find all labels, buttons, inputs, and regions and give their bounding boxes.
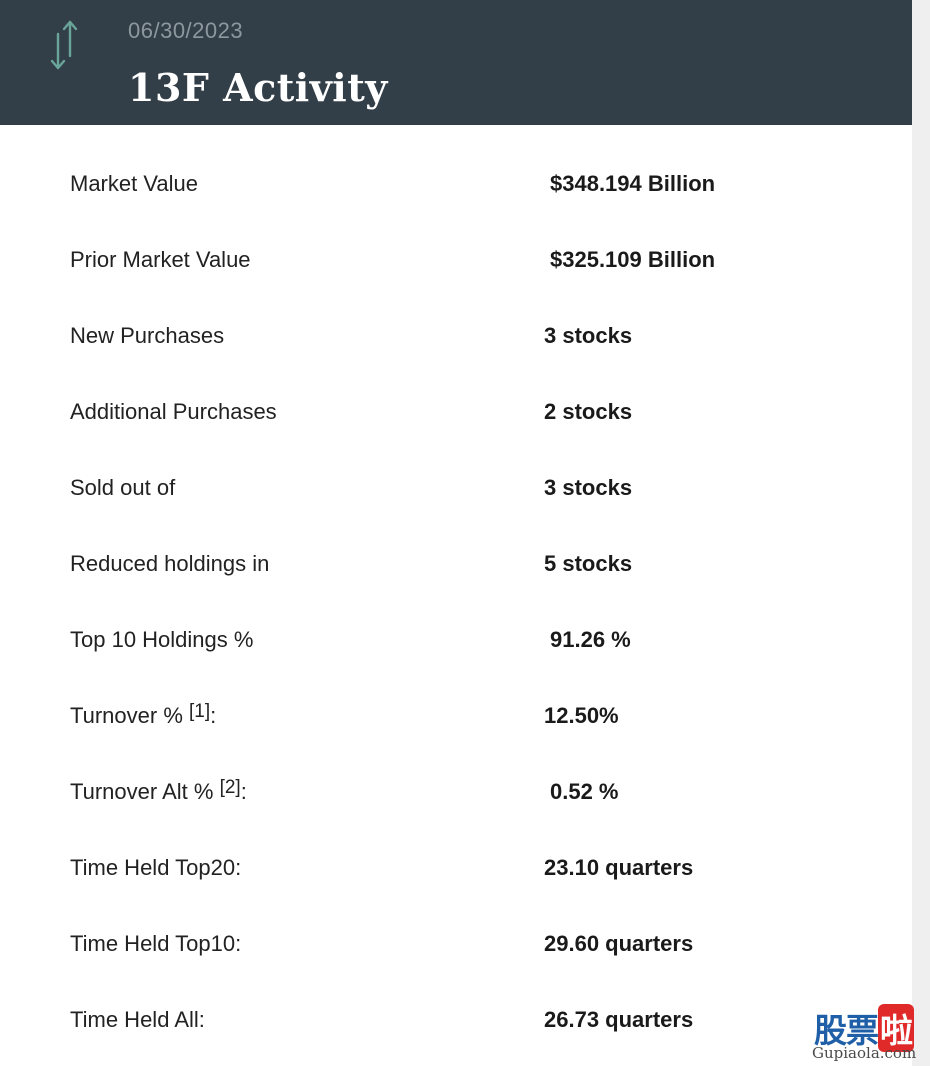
row-time-held-all: Time Held All: 26.73 quarters [0,983,912,1059]
footnote-link-2[interactable]: [2] [219,777,241,798]
row-label: Turnover % [1]: [70,701,217,729]
watermark-chars-red: 啦 [878,1004,914,1052]
row-label: Prior Market Value [70,247,251,272]
row-value: 5 stocks [544,551,633,576]
row-value: $325.109 Billion [550,247,716,272]
row-turnover-alt: Turnover Alt % [2]: 0.52 % [0,755,912,831]
report-date: 06/30/2023 [128,18,244,43]
watermark-logo: 股票啦 Gupiaola.com [812,1004,930,1066]
row-label: Sold out of [70,475,176,500]
row-value: 3 stocks [544,475,633,500]
row-label: Reduced holdings in [70,551,270,576]
row-additional-purchases: Additional Purchases 2 stocks [0,375,912,451]
row-value: 0.52 % [550,779,619,804]
scrollbar-track[interactable] [912,0,930,1066]
row-label: Top 10 Holdings % [70,627,254,652]
watermark-chars: 股票啦 [814,1004,914,1052]
row-value: 26.73 quarters [544,1007,694,1032]
row-label: Additional Purchases [70,399,277,424]
row-value: 12.50% [544,703,619,728]
row-sold-out-of: Sold out of 3 stocks [0,451,912,527]
label-suffix: : [210,703,217,728]
footnote-link-1[interactable]: [1] [189,701,211,722]
row-prior-market-value: Prior Market Value $325.109 Billion [0,223,912,299]
row-market-value: Market Value $348.194 Billion [0,147,912,223]
row-time-held-top10: Time Held Top10: 29.60 quarters [0,907,912,983]
row-label: New Purchases [70,323,225,348]
watermark-domain: Gupiaola.com [812,1044,917,1062]
row-value: $348.194 Billion [550,171,716,196]
label-text: Turnover Alt % [70,779,220,804]
header-bar: 06/30/2023 13F Activity [0,0,912,125]
row-label: Time Held All: [70,1007,205,1032]
watermark-chars-blue: 股票 [814,1011,879,1050]
label-text: Turnover % [70,703,190,728]
activity-table: Market Value $348.194 Billion Prior Mark… [0,147,912,1059]
row-time-held-top20: Time Held Top20: 23.10 quarters [0,831,912,907]
row-label: Time Held Top20: [70,855,242,880]
row-label: Market Value [70,171,198,196]
row-top10-holdings: Top 10 Holdings % 91.26 % [0,603,912,679]
row-value: 23.10 quarters [544,855,694,880]
row-new-purchases: New Purchases 3 stocks [0,299,912,375]
row-value: 3 stocks [544,323,633,348]
row-value: 91.26 % [550,627,631,652]
page-title: 13F Activity [128,65,388,110]
row-label: Turnover Alt % [2]: [70,777,247,805]
row-value: 2 stocks [544,399,633,424]
row-turnover: Turnover % [1]: 12.50% [0,679,912,755]
row-value: 29.60 quarters [544,931,694,956]
label-suffix: : [240,779,247,804]
row-reduced-holdings: Reduced holdings in 5 stocks [0,527,912,603]
up-down-arrows-icon [50,20,78,70]
row-label: Time Held Top10: [70,931,242,956]
